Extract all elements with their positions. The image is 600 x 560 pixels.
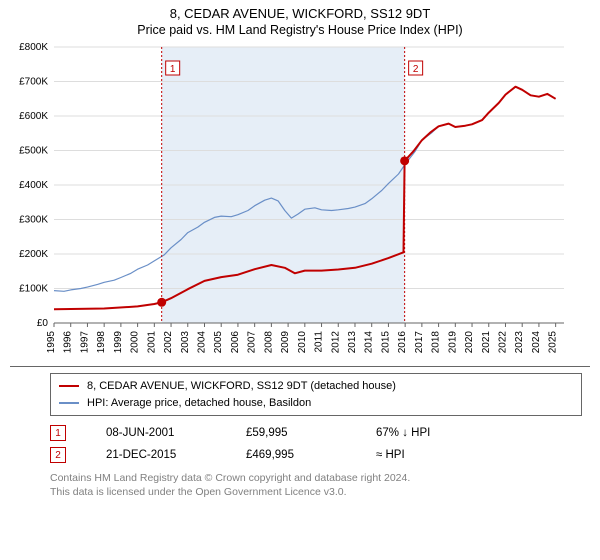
transaction-table: 1 08-JUN-2001 £59,995 67% ↓ HPI 2 21-DEC-2015…: [50, 422, 582, 466]
attribution-line-2: This data is licensed under the Open Gov…: [50, 486, 582, 500]
legend-label: HPI: Average price, detached house, Basi…: [87, 395, 311, 412]
svg-text:1996: 1996: [63, 331, 74, 354]
svg-text:1999: 1999: [113, 331, 124, 354]
svg-text:2023: 2023: [514, 331, 525, 354]
transaction-row: 1 08-JUN-2001 £59,995 67% ↓ HPI: [50, 422, 582, 444]
svg-text:2006: 2006: [230, 331, 241, 354]
legend-swatch: [59, 402, 79, 404]
svg-text:£400K: £400K: [19, 180, 48, 191]
svg-text:2010: 2010: [297, 331, 308, 354]
svg-text:£200K: £200K: [19, 249, 48, 260]
transaction-date: 21-DEC-2015: [106, 449, 206, 461]
transaction-price: £469,995: [246, 449, 336, 461]
svg-text:2022: 2022: [497, 331, 508, 354]
chart-subtitle: Price paid vs. HM Land Registry's House …: [10, 23, 590, 37]
svg-text:2013: 2013: [347, 331, 358, 354]
svg-text:2021: 2021: [481, 331, 492, 354]
chart-area: £0 £100K £200K £300K £400K £500K £600K £700K £80…: [10, 43, 590, 367]
svg-text:2007: 2007: [247, 331, 258, 354]
svg-text:2016: 2016: [397, 331, 408, 354]
svg-text:£300K: £300K: [19, 215, 48, 226]
svg-text:2008: 2008: [263, 331, 274, 354]
svg-text:1995: 1995: [46, 331, 57, 354]
svg-text:2017: 2017: [414, 331, 425, 354]
svg-text:£600K: £600K: [19, 111, 48, 122]
svg-text:£700K: £700K: [19, 77, 48, 88]
legend-item: 8, CEDAR AVENUE, WICKFORD, SS12 9DT (det…: [59, 378, 573, 395]
transaction-date: 08-JUN-2001: [106, 427, 206, 439]
legend-item: HPI: Average price, detached house, Basi…: [59, 395, 573, 412]
svg-text:2009: 2009: [280, 331, 291, 354]
transaction-badge: 1: [50, 425, 66, 441]
svg-text:2000: 2000: [130, 331, 141, 354]
price-chart-svg: £0 £100K £200K £300K £400K £500K £600K £700K £80…: [10, 43, 570, 361]
svg-text:2: 2: [413, 64, 419, 75]
chart-container: 8, CEDAR AVENUE, WICKFORD, SS12 9DT Pric…: [0, 0, 600, 507]
transaction-comparison: 67% ↓ HPI: [376, 427, 466, 439]
transaction-comparison: ≈ HPI: [376, 449, 466, 461]
svg-text:2024: 2024: [531, 331, 542, 354]
attribution-text: Contains HM Land Registry data © Crown c…: [50, 472, 582, 499]
svg-text:2002: 2002: [163, 331, 174, 354]
svg-text:2025: 2025: [548, 331, 559, 354]
svg-text:£800K: £800K: [19, 43, 48, 53]
svg-text:2011: 2011: [314, 331, 325, 353]
svg-text:1: 1: [170, 64, 176, 75]
svg-text:£100K: £100K: [19, 284, 48, 295]
transaction-badge: 2: [50, 447, 66, 463]
svg-text:2018: 2018: [431, 331, 442, 354]
svg-text:2014: 2014: [364, 331, 375, 354]
legend-box: 8, CEDAR AVENUE, WICKFORD, SS12 9DT (det…: [50, 373, 582, 416]
transaction-row: 2 21-DEC-2015 £469,995 ≈ HPI: [50, 444, 582, 466]
svg-text:2012: 2012: [330, 331, 341, 354]
svg-text:£0: £0: [37, 318, 49, 329]
svg-text:2004: 2004: [196, 331, 207, 354]
attribution-line-1: Contains HM Land Registry data © Crown c…: [50, 472, 582, 486]
svg-text:2003: 2003: [180, 331, 191, 354]
svg-text:1998: 1998: [96, 331, 107, 354]
svg-text:2015: 2015: [380, 331, 391, 354]
transaction-price: £59,995: [246, 427, 336, 439]
svg-text:2020: 2020: [464, 331, 475, 354]
legend-label: 8, CEDAR AVENUE, WICKFORD, SS12 9DT (det…: [87, 378, 396, 395]
svg-text:2001: 2001: [146, 331, 157, 354]
svg-text:2019: 2019: [447, 331, 458, 354]
svg-text:1997: 1997: [79, 331, 90, 354]
svg-text:2005: 2005: [213, 331, 224, 354]
legend-swatch: [59, 385, 79, 387]
chart-title: 8, CEDAR AVENUE, WICKFORD, SS12 9DT: [10, 6, 590, 21]
svg-text:£500K: £500K: [19, 146, 48, 157]
